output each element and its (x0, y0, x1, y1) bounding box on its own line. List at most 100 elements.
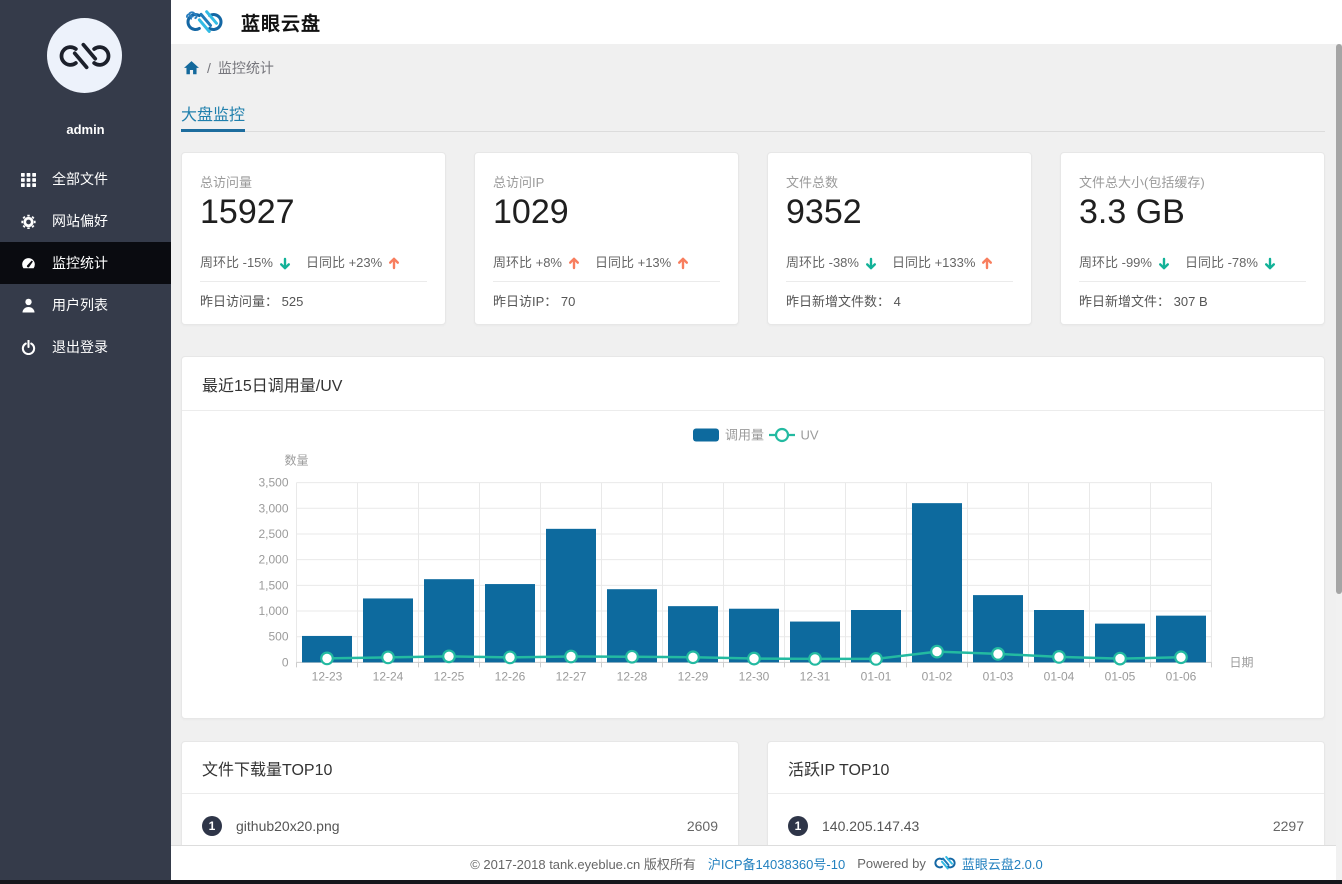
stat-card-1: 总访问IP 1029 周环比 +8% 日同比 +13% 昨日访IP： 70 (474, 152, 739, 325)
dashboard-icon (21, 256, 36, 271)
top-list-header: 文件下载量TOP10 (182, 742, 738, 794)
footer: © 2017-2018 tank.eyeblue.cn 版权所有 沪ICP备14… (171, 845, 1342, 880)
svg-text:500: 500 (268, 630, 288, 644)
stat-divider (493, 281, 720, 282)
stat-card-2: 文件总数 9352 周环比 -38% 日同比 +133% 昨日新增文件数： 4 (767, 152, 1032, 325)
svg-text:01-06: 01-06 (1166, 670, 1197, 684)
grid-icon (21, 172, 36, 187)
rank-badge: 1 (202, 816, 222, 836)
svg-text:0: 0 (282, 655, 289, 669)
top-list-row: 1 github20x20.png 2609 (182, 794, 738, 858)
svg-text:12-26: 12-26 (495, 670, 526, 684)
stat-divider (786, 281, 1013, 282)
trend-text: 周环比 -38% (786, 255, 859, 270)
scrollbar-thumb[interactable] (1336, 44, 1342, 594)
topbar: 蓝眼云盘 (171, 0, 1342, 44)
trend-text: 周环比 -99% (1079, 255, 1152, 270)
sidebar-item-2[interactable]: 监控统计 (0, 242, 171, 284)
scrollbar-track[interactable] (1336, 44, 1342, 880)
sidebar-item-label: 全部文件 (52, 171, 108, 187)
svg-text:01-01: 01-01 (861, 670, 892, 684)
stat-footer-value: 70 (560, 294, 576, 309)
sidebar-avatar[interactable] (47, 18, 122, 93)
svg-text:01-05: 01-05 (1105, 670, 1136, 684)
stat-footer-label: 昨日新增文件数： (786, 294, 891, 309)
svg-text:01-02: 01-02 (922, 670, 953, 684)
app-title: 蓝眼云盘 (241, 13, 322, 35)
sidebar-item-label: 监控统计 (52, 255, 108, 271)
stat-label: 总访问量 (200, 175, 253, 190)
top-list-title: 文件下载量TOP10 (202, 761, 333, 779)
footer-product-link[interactable]: 蓝眼云盘2.0.0 (961, 856, 1043, 872)
stat-value: 9352 (786, 193, 862, 231)
infinity-logo-icon (59, 42, 110, 69)
trend-down-icon (273, 257, 291, 270)
svg-text:12-31: 12-31 (800, 670, 831, 684)
footer-icp-link[interactable]: 沪ICP备14038360号-10 (707, 856, 846, 872)
trend-text: 日同比 -78% (1184, 255, 1258, 270)
top-item-value: 2297 (1272, 818, 1304, 834)
svg-text:12-24: 12-24 (373, 670, 404, 684)
sidebar-item-0[interactable]: 全部文件 (0, 158, 171, 200)
top-item-value: 2609 (686, 818, 718, 834)
stat-footer-value: 4 (893, 294, 901, 309)
sidebar-item-label: 网站偏好 (52, 213, 108, 229)
svg-text:12-28: 12-28 (617, 670, 648, 684)
svg-text:12-30: 12-30 (739, 670, 770, 684)
sidebar-username: admin (66, 122, 105, 137)
trend-down-icon (1258, 257, 1276, 270)
svg-text:01-03: 01-03 (983, 670, 1014, 684)
breadcrumb-separator: / (207, 60, 211, 76)
stat-footer: 昨日新增文件数： 4 (786, 282, 1013, 310)
stat-footer: 昨日访IP： 70 (493, 282, 720, 310)
sidebar: admin 全部文件 网站偏好监控统计 用户列表 退出登录 (0, 0, 171, 884)
svg-text:日期: 日期 (1230, 655, 1254, 669)
stat-value: 15927 (200, 193, 295, 231)
chart-body: 0 500 1,000 1,500 2,000 2,500 3,000 3,500 数量 日期 12… (182, 411, 1324, 719)
tab-dashboard-monitor[interactable]: 大盘监控 (181, 100, 246, 132)
svg-text:调用量: 调用量 (725, 428, 764, 443)
trend-text: 周环比 +8% (493, 255, 562, 270)
trend-text: 日同比 +13% (595, 255, 672, 270)
chart-card-header: 最近15日调用量/UV (182, 357, 1324, 411)
trend-text: 周环比 -15% (200, 255, 273, 270)
sidebar-item-1[interactable]: 网站偏好 (0, 200, 171, 242)
svg-text:3,000: 3,000 (258, 501, 288, 515)
stat-trend: 周环比 -99% 日同比 -78% (1079, 255, 1306, 271)
stat-footer: 昨日新增文件： 307 B (1079, 282, 1306, 310)
window-bottom-edge (0, 880, 1342, 884)
trend-up-icon (671, 257, 689, 270)
trend-text: 日同比 +133% (891, 255, 976, 270)
svg-text:12-23: 12-23 (312, 670, 343, 684)
sidebar-item-label: 用户列表 (52, 297, 108, 313)
top-list-title: 活跃IP TOP10 (788, 761, 890, 779)
svg-text:3,500: 3,500 (258, 476, 288, 490)
stat-value: 3.3 GB (1079, 193, 1185, 231)
stat-divider (1079, 281, 1306, 282)
footer-copyright: © 2017-2018 tank.eyeblue.cn 版权所有 (470, 856, 696, 872)
stat-value: 1029 (493, 193, 569, 231)
power-icon (21, 339, 36, 355)
main-content: / 监控统计 大盘监控 总访问量 15927 周环比 -15% 日同比 +23% 昨… (171, 44, 1336, 884)
trend-up-icon (382, 257, 400, 270)
sidebar-item-3[interactable]: 用户列表 (0, 284, 171, 326)
footer-logo-icon (934, 856, 956, 870)
trend-text: 日同比 +23% (305, 255, 383, 270)
trend-up-icon (975, 257, 993, 270)
home-icon[interactable] (184, 61, 199, 75)
svg-text:数量: 数量 (284, 453, 308, 468)
stat-card-3: 文件总大小(包括缓存) 3.3 GB 周环比 -99% 日同比 -78% 昨日新增文… (1060, 152, 1325, 325)
svg-text:UV: UV (801, 428, 819, 443)
top-list-header: 活跃IP TOP10 (768, 742, 1324, 794)
trend-down-icon (1152, 257, 1170, 270)
svg-text:12-25: 12-25 (434, 670, 465, 684)
stat-footer-value: 307 B (1173, 294, 1208, 309)
stat-footer-label: 昨日访IP： (493, 294, 558, 309)
top-item-name: github20x20.png (236, 818, 340, 834)
app-logo-icon[interactable] (181, 10, 228, 34)
stat-footer: 昨日访问量： 525 (200, 282, 427, 310)
sidebar-item-4[interactable]: 退出登录 (0, 326, 171, 368)
user-icon (21, 298, 36, 313)
